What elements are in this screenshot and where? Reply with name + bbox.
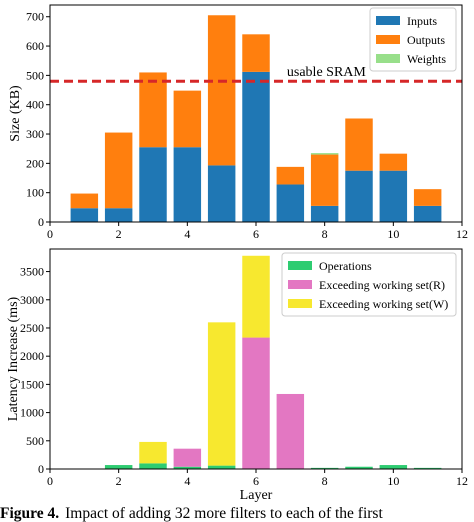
x-tick-label: 0 — [47, 474, 53, 488]
y-tick-label: 500 — [26, 434, 44, 448]
y-tick-label: 0 — [38, 462, 44, 476]
bar-outputs-3 — [139, 72, 167, 148]
bar-exceeding-working-set-w-6 — [242, 255, 270, 338]
legend: Inputs Outputs Weights — [369, 7, 457, 72]
legend-label: Exceeding working set(W) — [319, 297, 448, 311]
legend-swatch — [376, 16, 400, 25]
bar-inputs-3 — [139, 147, 167, 222]
y-tick-label: 2000 — [20, 349, 44, 363]
legend: Operations Exceeding working set(R) Exceed… — [281, 252, 457, 317]
bar-exceeding-working-set-r-4 — [173, 448, 202, 467]
bar-operations-10 — [379, 465, 408, 469]
caption-text: Impact of adding 32 more filters to each… — [65, 505, 383, 522]
bar-operations-4 — [173, 466, 202, 469]
legend-swatch — [288, 280, 312, 289]
x-tick-label: 10 — [387, 474, 399, 488]
bar-operations-2 — [104, 465, 133, 469]
y-tick-label: 3500 — [20, 265, 44, 279]
bar-operations-3 — [139, 463, 167, 469]
bar-outputs-8 — [310, 154, 339, 206]
x-tick-label: 0 — [47, 227, 53, 241]
bars — [70, 15, 442, 222]
y-tick-label: 400 — [26, 98, 44, 112]
bar-outputs-11 — [413, 189, 442, 206]
bar-outputs-9 — [345, 118, 373, 171]
bar-inputs-10 — [379, 170, 408, 222]
y-tick-label: 500 — [26, 68, 44, 82]
x-tick-label: 12 — [456, 227, 468, 241]
y-tick-label: 300 — [26, 127, 44, 141]
bar-outputs-10 — [379, 153, 408, 171]
legend-box — [281, 252, 457, 317]
bar-outputs-6 — [242, 34, 270, 72]
y-tick-label: 3000 — [20, 293, 44, 307]
legend-label: Exceeding working set(R) — [319, 278, 445, 292]
threshold-label: usable SRAM — [287, 65, 367, 80]
legend-label: Inputs — [407, 14, 437, 28]
x-tick-label: 6 — [253, 474, 259, 488]
x-tick-label: 2 — [116, 227, 122, 241]
x-tick-label: 8 — [322, 227, 328, 241]
y-tick-label: 2500 — [20, 321, 44, 335]
x-axis-label: Layer — [240, 488, 273, 503]
size-chart: usable SRAM 0 2 4 6 8 10 12 0 100 200 300 400 500 600 7… — [8, 4, 468, 241]
bar-inputs-11 — [413, 205, 442, 222]
legend-label: Outputs — [407, 33, 445, 47]
bar-outputs-5 — [207, 15, 236, 166]
y-axis-label: Latency Increase (ms) — [6, 296, 21, 421]
x-tick-label: 12 — [456, 474, 468, 488]
y-tick-label: 600 — [26, 39, 44, 53]
legend-label: Operations — [319, 259, 372, 273]
x-tick-label: 2 — [116, 474, 122, 488]
legend-swatch — [376, 54, 400, 63]
legend-swatch — [288, 261, 312, 270]
x-tick-label: 6 — [253, 227, 259, 241]
y-tick-label: 700 — [26, 10, 44, 24]
x-tick-label: 4 — [184, 227, 190, 241]
legend-swatch — [288, 299, 312, 308]
y-tick-label: 1000 — [20, 406, 44, 420]
bar-exceeding-working-set-r-6 — [242, 337, 270, 469]
caption-label: Figure 4. — [0, 505, 59, 522]
bar-exceeding-working-set-r-7 — [276, 393, 305, 469]
legend-swatch — [376, 35, 400, 44]
bar-outputs-7 — [276, 166, 305, 185]
bar-inputs-8 — [310, 205, 339, 222]
x-tick-label: 4 — [184, 474, 190, 488]
bar-exceeding-working-set-w-5 — [207, 322, 236, 466]
bar-inputs-1 — [70, 208, 99, 222]
bar-exceeding-working-set-w-3 — [139, 441, 167, 464]
y-axis-label: Size (KB) — [8, 85, 23, 142]
y-tick-label: 100 — [26, 186, 44, 200]
bar-operations-9 — [345, 466, 373, 469]
bar-operations-5 — [207, 465, 236, 469]
bars — [104, 255, 442, 469]
y-tick-label: 0 — [38, 215, 44, 229]
y-tick-label: 200 — [26, 156, 44, 170]
bar-inputs-4 — [173, 147, 202, 222]
bar-operations-11 — [413, 467, 442, 469]
bar-operations-8 — [310, 467, 339, 469]
bar-outputs-2 — [104, 132, 133, 209]
bar-inputs-9 — [345, 170, 373, 222]
x-tick-label: 10 — [387, 227, 399, 241]
bar-inputs-5 — [207, 165, 236, 222]
bar-inputs-7 — [276, 184, 305, 222]
legend-label: Weights — [407, 52, 446, 66]
x-tick-label: 8 — [322, 474, 328, 488]
bar-inputs-2 — [104, 208, 133, 222]
figure-caption: Figure 4. Impact of adding 32 more filter… — [0, 505, 383, 522]
bar-outputs-1 — [70, 193, 99, 209]
bar-weights-8 — [310, 153, 339, 155]
bar-outputs-4 — [173, 90, 202, 148]
latency-chart: 0 2 4 6 8 10 12 0 500 1000 1500 2000 2500 3000 3500 Lat… — [6, 248, 468, 503]
y-tick-label: 1500 — [20, 377, 44, 391]
bar-inputs-6 — [242, 71, 270, 222]
